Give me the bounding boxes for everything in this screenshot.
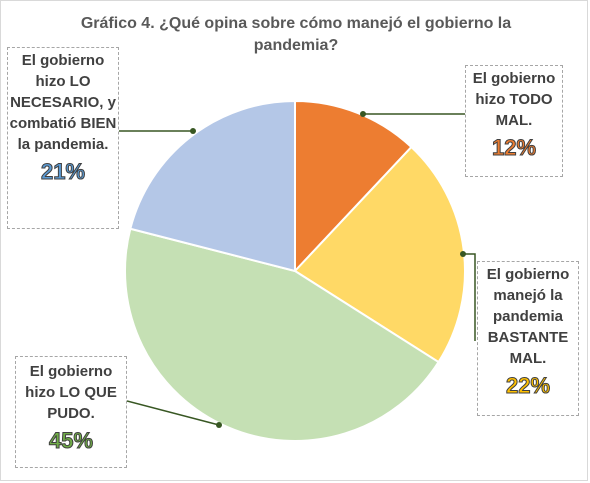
callout-bastante-mal-value: 22% [505, 373, 551, 399]
callout-bastante-mal-label: El gobierno manejó la pandemia BASTANTE … [486, 266, 570, 367]
callout-lo-necesario: El gobierno hizo LO NECESARIO, y combati… [7, 47, 119, 229]
leader-lo-que-pudo-dot [216, 422, 222, 428]
leader-lo-necesario-dot [190, 128, 196, 134]
slice-lo-necesario [129, 99, 296, 273]
callout-lo-que-pudo: El gobierno hizo LO QUE PUDO. 45% [15, 356, 127, 468]
slice-bastante-mal [293, 145, 466, 364]
callout-todo-mal-label: El gobierno hizo TODO MAL. [472, 70, 556, 129]
leader-bastante-mal-dot [460, 251, 466, 257]
slice-todo-mal [294, 99, 413, 274]
leader-bastante-mal [463, 253, 476, 341]
chart-title: Gráfico 4. ¿Qué opina sobre cómo manejó … [80, 15, 512, 54]
callout-todo-mal-value: 12% [491, 135, 537, 161]
leader-lo-que-pudo [126, 400, 220, 426]
callout-lo-que-pudo-value: 45% [48, 428, 94, 454]
slice-lo-que-pudo [124, 227, 440, 443]
callout-lo-necesario-label: El gobierno hizo LO NECESARIO, y combati… [9, 52, 117, 153]
callout-lo-que-pudo-label: El gobierno hizo LO QUE PUDO. [25, 363, 117, 422]
callout-todo-mal: El gobierno hizo TODO MAL. 12% [465, 65, 563, 177]
callout-lo-necesario-value: 21% [40, 159, 86, 185]
leader-todo-mal-dot [360, 111, 366, 117]
callout-bastante-mal: El gobierno manejó la pandemia BASTANTE … [477, 261, 579, 416]
